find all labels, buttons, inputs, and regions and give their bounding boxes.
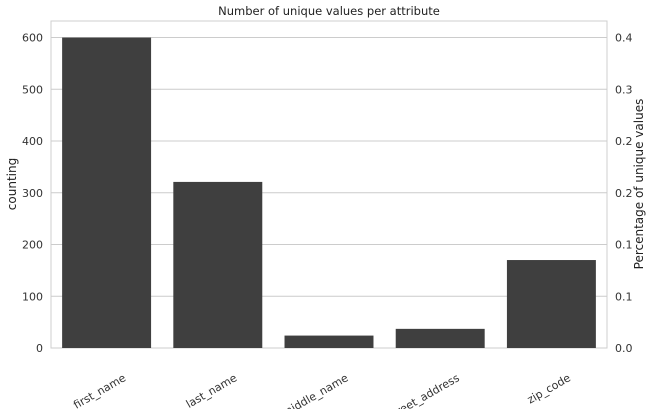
bar-last-name — [173, 181, 263, 348]
y-axis-left-label: counting — [5, 158, 19, 210]
y-tick-label-left: 400 — [22, 135, 43, 148]
x-axis-ticks: first_name last_name middle_name street_add… — [71, 371, 573, 409]
y-axis-right-ticks: 0.0 0.1 0.1 0.2 0.2 0.3 0.4 — [615, 32, 633, 355]
x-tick-label: first_name — [71, 371, 128, 409]
bar-street-address — [395, 328, 485, 348]
bar-middle-name — [284, 335, 374, 348]
y-axis-left-ticks: 0 100 200 300 400 500 600 — [22, 32, 43, 355]
y-tick-label-right: 0.2 — [615, 187, 633, 200]
y-tick-label-right: 0.3 — [615, 83, 633, 96]
bar-first-name — [62, 37, 152, 349]
chart-title: Number of unique values per attribute — [218, 4, 440, 18]
y-tick-label-left: 0 — [36, 342, 43, 355]
bars — [62, 37, 596, 349]
x-tick-label: middle_name — [280, 371, 351, 409]
x-tick-label: last_name — [184, 371, 240, 409]
y-tick-label-left: 600 — [22, 32, 43, 45]
x-tick-label: zip_code — [525, 371, 573, 406]
y-tick-label-right: 0.2 — [615, 135, 633, 148]
y-tick-label-right: 0.1 — [615, 290, 633, 303]
y-axis-right-label: Percentage of unique values — [632, 99, 646, 270]
bar-zip-code — [506, 260, 596, 348]
y-tick-label-left: 100 — [22, 290, 43, 303]
y-tick-label-left: 500 — [22, 83, 43, 96]
y-tick-label-right: 0.4 — [615, 32, 633, 45]
y-tick-label-right: 0.1 — [615, 239, 633, 252]
x-tick-label: street_address — [385, 371, 462, 409]
y-tick-label-right: 0.0 — [615, 342, 633, 355]
y-tick-label-left: 200 — [22, 239, 43, 252]
y-tick-label-left: 300 — [22, 187, 43, 200]
